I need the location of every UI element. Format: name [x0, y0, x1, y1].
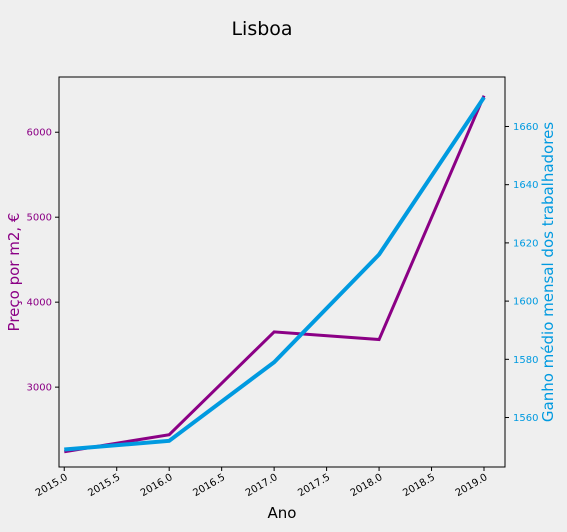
- x-axis-label: Ano: [268, 504, 297, 522]
- y-axis-right-label: Ganho médio mensal dos trabalhadores: [539, 122, 557, 422]
- y-left-tick-label: 6000: [27, 128, 52, 139]
- y-axis-left-label: Preço por m2, €: [5, 213, 23, 332]
- y-right-tick-label: 1600: [513, 297, 538, 308]
- y-right-tick-label: 1660: [513, 122, 538, 133]
- plot-area: [58, 76, 506, 468]
- y-axis-left-ticks: 3000 4000 5000 6000: [27, 128, 59, 394]
- y-left-tick-label: 4000: [27, 298, 52, 309]
- y-left-tick-label: 3000: [27, 383, 52, 394]
- chart-title: Lisboa: [231, 18, 292, 40]
- series-line-right-axis: [64, 96, 486, 452]
- series-line-left-axis: [64, 95, 486, 454]
- series-lines: [64, 95, 486, 454]
- y-right-tick-label: 1640: [513, 180, 538, 191]
- y-right-tick-label: 1580: [513, 355, 538, 366]
- y-left-tick-label: 5000: [27, 213, 52, 224]
- y-axis-right-ticks: 1560 1580 1600 1620 1640 1660: [505, 122, 538, 424]
- y-right-tick-label: 1620: [513, 238, 538, 249]
- y-right-tick-label: 1560: [513, 413, 538, 424]
